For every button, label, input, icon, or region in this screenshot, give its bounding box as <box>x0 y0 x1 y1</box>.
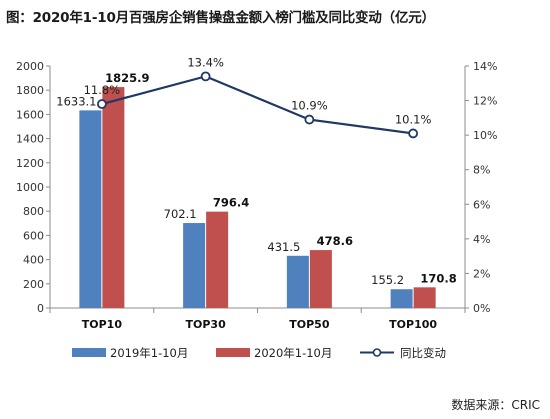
bar-data-label: 170.8 <box>420 271 456 285</box>
chart-title: 图：2020年1-10月百强房企销售操盘金额入榜门槛及同比变动（亿元） <box>6 10 435 26</box>
line-series <box>96 71 419 139</box>
bar <box>413 287 436 308</box>
axes: 0 200 400 600 800 1000 1200 1400 1600 1800 2000 0% 2… <box>16 60 497 331</box>
y-left-tick-label: 1800 <box>16 84 44 97</box>
y-left-tick-label: 0 <box>37 302 44 315</box>
y-left-tick-label: 600 <box>23 229 44 242</box>
y-left-tick-label: 1400 <box>16 133 44 146</box>
bar <box>390 289 413 308</box>
y-right-tick-label: 10% <box>473 129 497 142</box>
data-labels: 1633.1 702.1 431.5 155.2 1825.9 796.4 478.6 170… <box>56 55 457 287</box>
y-left-tick-label: 400 <box>23 254 44 267</box>
legend-label: 同比变动 <box>400 346 446 360</box>
bar-data-label: 1633.1 <box>56 94 96 108</box>
y-left-tick-label: 1200 <box>16 157 44 170</box>
legend-swatch <box>72 348 106 357</box>
line-data-label: 11.8% <box>84 83 121 97</box>
line-point <box>408 128 419 139</box>
line-data-label: 10.1% <box>395 112 432 126</box>
y-right-tick-label: 8% <box>473 164 490 177</box>
bar-data-label: 1825.9 <box>105 71 149 85</box>
bar <box>183 223 206 308</box>
legend: 2019年1-10月 2020年1-10月 同比变动 <box>72 346 446 360</box>
y-right-tick-label: 14% <box>473 60 497 73</box>
legend-label: 2019年1-10月 <box>110 346 188 360</box>
y-left-tick-label: 200 <box>23 278 44 291</box>
y-right-tick-label: 0% <box>473 302 490 315</box>
bar-data-label: 796.4 <box>213 196 249 210</box>
line-point <box>96 99 107 109</box>
source-note: 数据来源：CRIC <box>451 398 540 412</box>
y-left-tick-label: 1600 <box>16 108 44 121</box>
line-point <box>200 71 211 82</box>
y-left-tick-label: 1000 <box>16 181 44 194</box>
legend-label: 2020年1-10月 <box>254 346 332 360</box>
bars <box>79 87 436 308</box>
y-left-tick-label: 800 <box>23 205 44 218</box>
bar <box>206 211 229 308</box>
x-tick-label: TOP10 <box>82 318 123 331</box>
bar <box>309 250 332 308</box>
line-data-label: 13.4% <box>187 55 224 69</box>
bar <box>79 110 102 308</box>
y-left-tick-label: 2000 <box>16 60 44 73</box>
y-right-tick-label: 12% <box>473 95 497 108</box>
y-right-tick-label: 6% <box>473 198 490 211</box>
legend-swatch <box>216 348 250 357</box>
bar <box>286 255 309 308</box>
y-right-tick-label: 2% <box>473 267 490 280</box>
x-tick-label: TOP100 <box>389 318 437 331</box>
bar-data-label: 478.6 <box>317 234 353 248</box>
legend-marker <box>372 348 382 357</box>
bar <box>102 87 125 308</box>
y-right-tick-label: 4% <box>473 233 490 246</box>
x-tick-label: TOP30 <box>186 318 227 331</box>
bar-data-label: 702.1 <box>164 207 197 221</box>
line-data-label: 10.9% <box>291 99 328 113</box>
line-point <box>304 114 315 125</box>
bar-data-label: 155.2 <box>371 273 404 287</box>
line-series-path <box>101 75 414 135</box>
x-tick-label: TOP50 <box>289 318 330 331</box>
bar-data-label: 431.5 <box>267 240 300 254</box>
